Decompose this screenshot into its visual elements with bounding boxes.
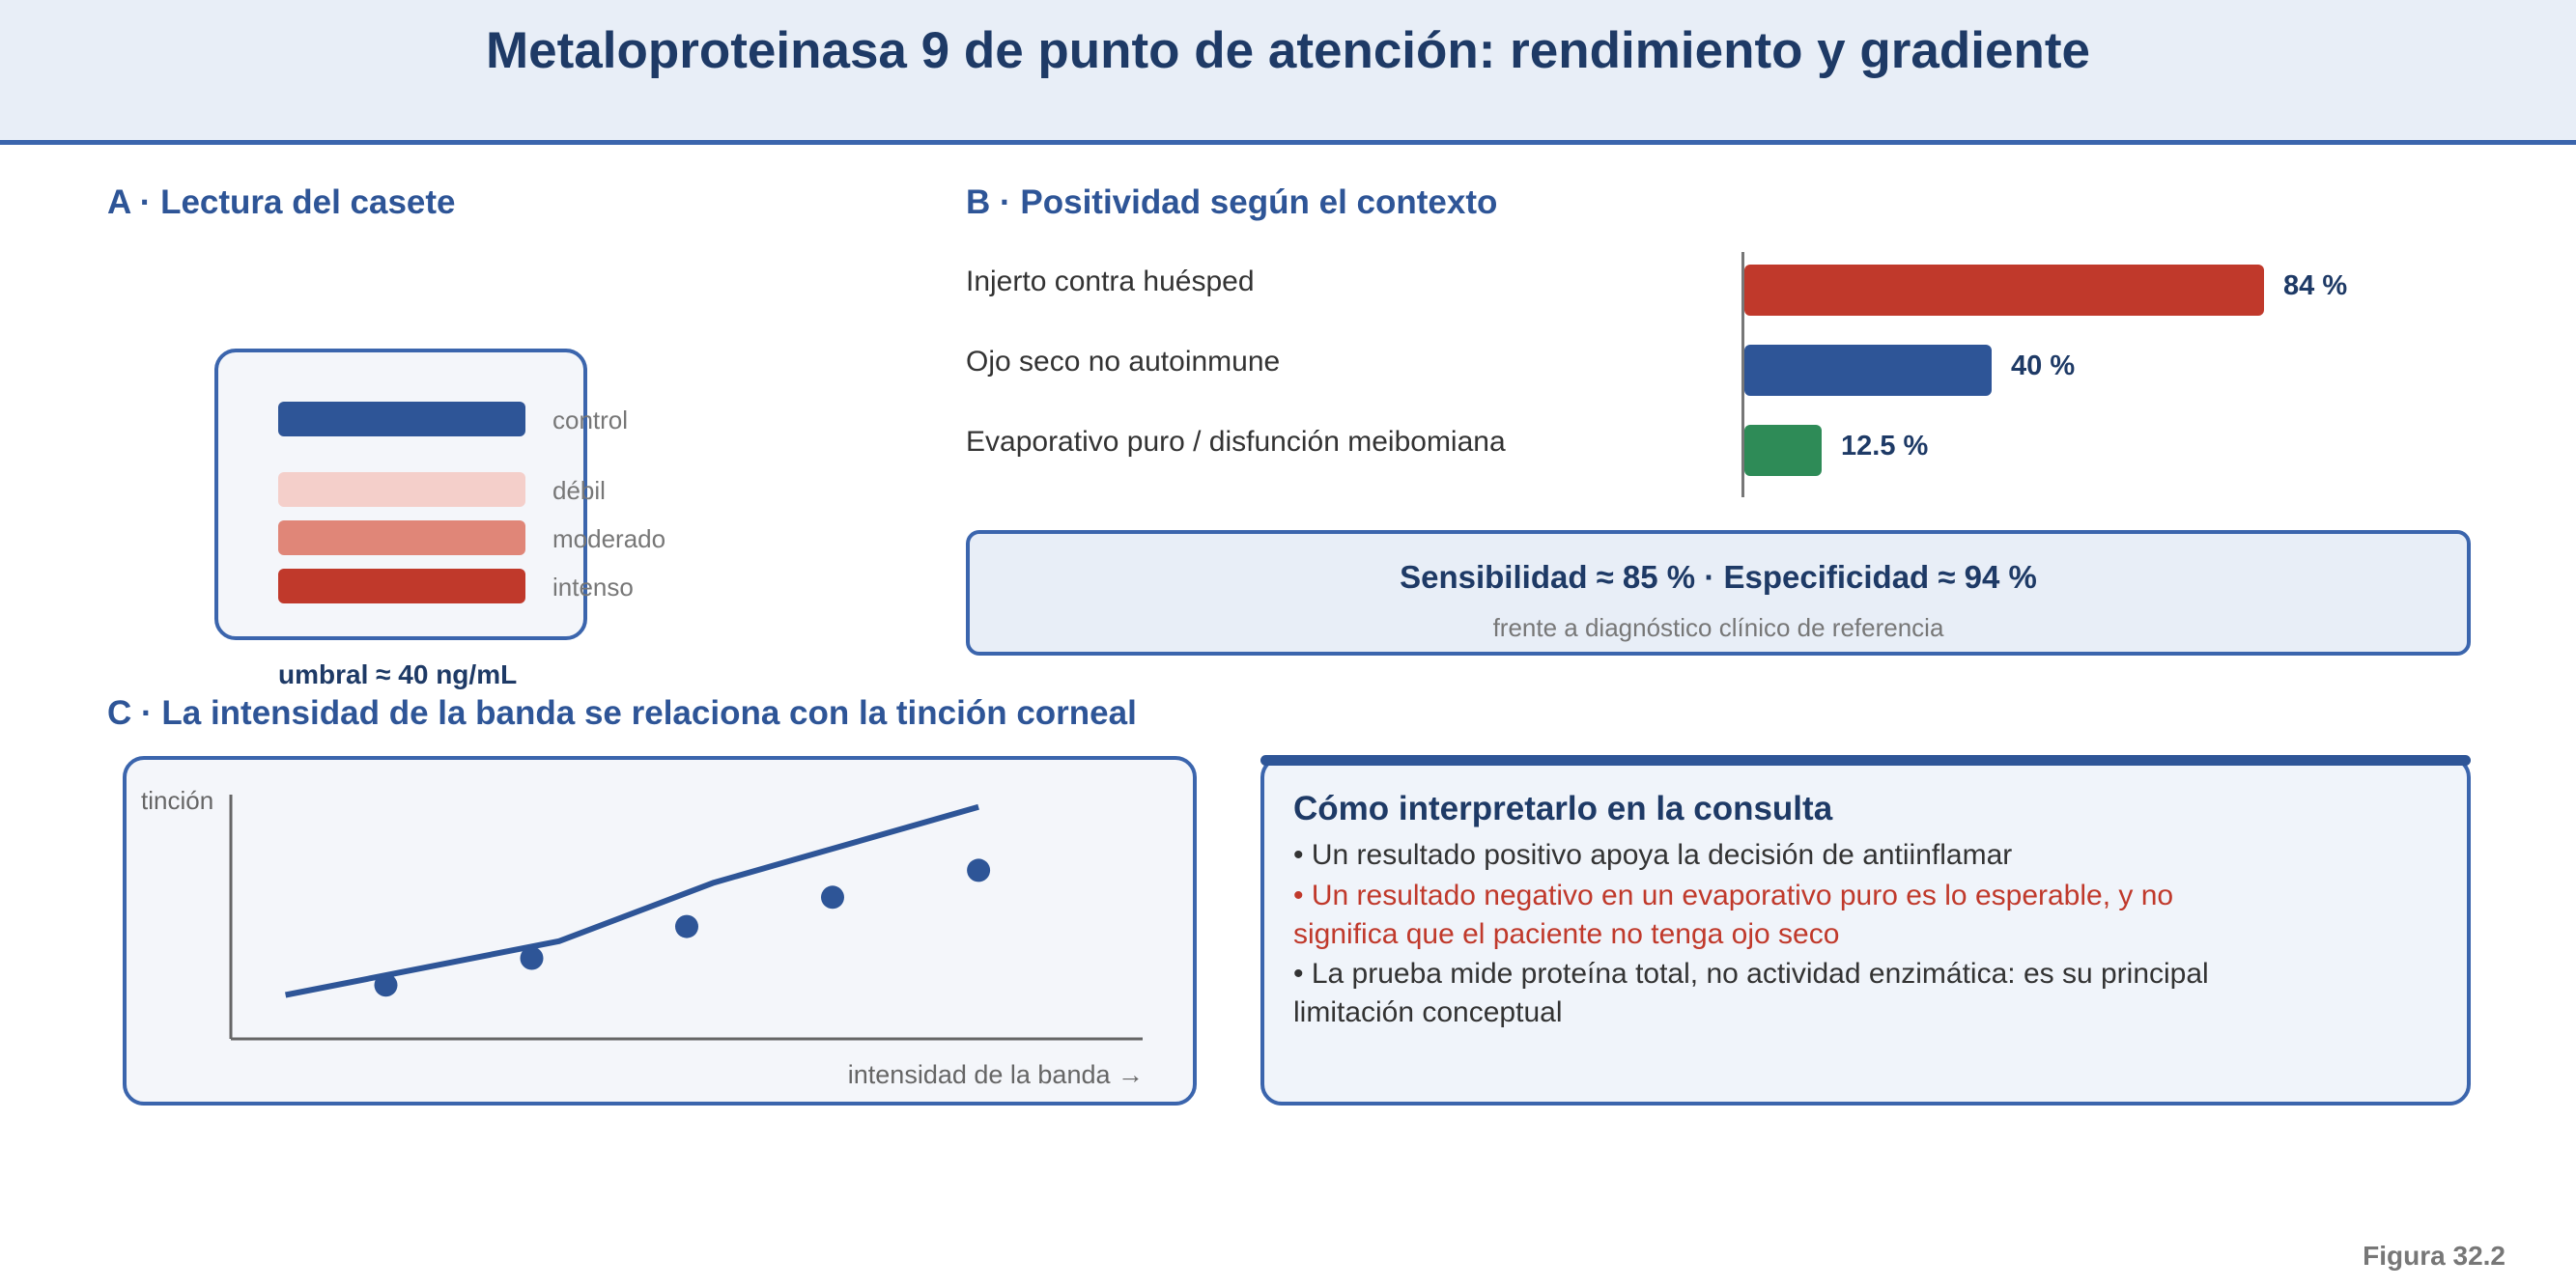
scatter-point-4 xyxy=(821,885,844,910)
performance-reference: frente a diagnóstico clínico de referenc… xyxy=(1492,613,1944,642)
band-control xyxy=(278,402,525,436)
bar-axis-line xyxy=(1741,252,1744,497)
bar-value-gvhd: 84 % xyxy=(2283,270,2348,301)
bar-value-evaporative: 12.5 % xyxy=(1841,431,1929,462)
threshold-label: umbral ≈ 40 ng/mL xyxy=(278,659,518,689)
panel-c-title: C · La intensidad de la banda se relacio… xyxy=(107,694,1137,732)
trend-line xyxy=(285,803,979,998)
panel-a-title: A · Lectura del casete xyxy=(107,183,456,221)
bar-non-autoimmune xyxy=(1744,345,1992,396)
band-intense xyxy=(278,569,525,603)
scatter-point-5 xyxy=(967,858,991,882)
bar-evaporative xyxy=(1744,425,1822,476)
band-moderate xyxy=(278,520,525,555)
category-label-gvhd: Injerto contra huésped xyxy=(966,266,1255,297)
performance-metrics: Sensibilidad ≈ 85 % · Especificidad ≈ 94… xyxy=(1400,559,2037,595)
band-label-weak: débil xyxy=(552,476,606,505)
scatter-points xyxy=(374,858,991,997)
band-label-control: control xyxy=(552,406,629,434)
performance-box: Sensibilidad ≈ 85 % · Especificidad ≈ 94… xyxy=(966,530,2471,656)
scatter-point-1 xyxy=(374,973,398,997)
x-axis-label: intensidad de la banda → xyxy=(847,1060,1144,1089)
scatter-plot-frame xyxy=(123,756,1197,1106)
y-axis-label: tinción xyxy=(141,786,214,815)
bullet-negative-warning: • Un resultado negativo en un evaporativ… xyxy=(1293,880,2174,950)
page-title: Metaloproteinasa 9 de punto de atención:… xyxy=(486,22,2090,79)
header-banner: Metaloproteinasa 9 de punto de atención:… xyxy=(0,0,2576,145)
figure-label: Figura 32.2 xyxy=(2363,1241,2505,1271)
interpretation-top-bar xyxy=(1260,755,2471,766)
interpretation-box xyxy=(1260,756,2471,1106)
bullet-positive: • Un resultado positivo apoya la decisió… xyxy=(1293,839,2013,871)
band-label-moderate: moderado xyxy=(552,524,666,553)
interpretation-title: Cómo interpretarlo en la consulta xyxy=(1293,790,1833,827)
band-label-intense: intenso xyxy=(552,573,634,602)
bar-value-non-autoimmune: 40 % xyxy=(2011,350,2076,381)
scatter-plot xyxy=(229,795,1143,1041)
panel-b-title: B · Positividad según el contexto xyxy=(966,183,1498,221)
bullet-limitation: • La prueba mide proteína total, no acti… xyxy=(1293,958,2209,1028)
bar-gvhd xyxy=(1744,265,2264,316)
category-label-non-autoimmune: Ojo seco no autoinmune xyxy=(966,346,1281,378)
scatter-point-3 xyxy=(675,914,698,938)
band-weak xyxy=(278,472,525,507)
scatter-point-2 xyxy=(520,946,544,970)
category-label-evaporative: Evaporativo puro / disfunción meibomiana xyxy=(966,426,1506,458)
